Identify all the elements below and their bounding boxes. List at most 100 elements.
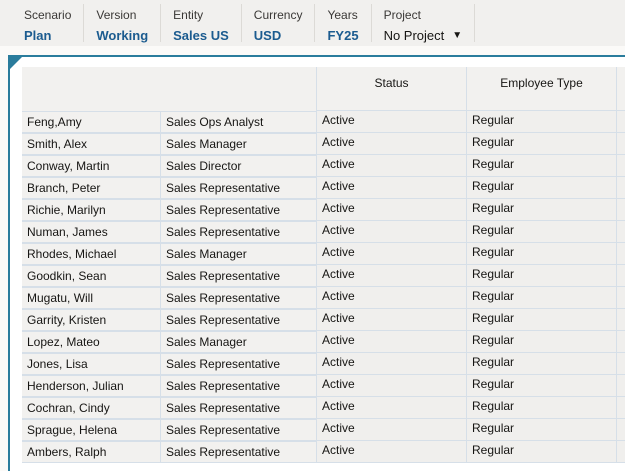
next-cell <box>616 419 625 441</box>
table-row: Branch, Peter Sales Representative Active R… <box>22 177 625 199</box>
pov-label: Currency <box>253 8 303 22</box>
job-title[interactable]: Sales Representative <box>160 177 316 199</box>
job-title[interactable]: Sales Representative <box>160 353 316 375</box>
pov-scenario[interactable]: Scenario Plan <box>12 4 85 43</box>
employee-name[interactable]: Cochran, Cindy <box>22 397 160 419</box>
pov-version[interactable]: Version Working <box>84 4 162 43</box>
job-title[interactable]: Sales Representative <box>160 419 316 441</box>
column-header-status[interactable]: Status <box>316 67 466 111</box>
employee-type-cell[interactable]: Regular <box>466 243 616 265</box>
job-title[interactable]: Sales Manager <box>160 331 316 353</box>
job-title[interactable]: Sales Director <box>160 155 316 177</box>
job-title[interactable]: Sales Manager <box>160 243 316 265</box>
job-title[interactable]: Sales Representative <box>160 397 316 419</box>
status-cell[interactable]: Active <box>316 331 466 353</box>
next-cell <box>616 199 625 221</box>
employee-name[interactable]: Branch, Peter <box>22 177 160 199</box>
table-row: Feng,Amy Sales Ops Analyst Active Regular <box>22 111 625 133</box>
status-cell[interactable]: Active <box>316 419 466 441</box>
employee-name[interactable]: Sprague, Helena <box>22 419 160 441</box>
pov-value[interactable]: Sales US <box>173 28 229 43</box>
job-title[interactable]: Sales Representative <box>160 375 316 397</box>
next-cell <box>616 265 625 287</box>
table-row: Smith, Alex Sales Manager Active Regular <box>22 133 625 155</box>
employee-type-cell[interactable]: Regular <box>466 133 616 155</box>
caret-down-icon[interactable]: ▼ <box>452 30 463 41</box>
employee-type-cell[interactable]: Regular <box>466 287 616 309</box>
pov-value[interactable]: USD <box>253 28 282 43</box>
employee-name[interactable]: Rhodes, Michael <box>22 243 160 265</box>
pov-label: Entity <box>173 8 204 22</box>
job-title[interactable]: Sales Representative <box>160 221 316 243</box>
employee-type-cell[interactable]: Regular <box>466 375 616 397</box>
status-cell[interactable]: Active <box>316 375 466 397</box>
job-title[interactable]: Sales Representative <box>160 265 316 287</box>
project-dropdown[interactable]: No Project ▼ <box>384 28 463 43</box>
pov-bar: Scenario Plan Version Working Entity Sales US… <box>0 0 625 46</box>
employee-type-cell[interactable]: Regular <box>466 419 616 441</box>
employee-type-cell[interactable]: Regular <box>466 265 616 287</box>
table-row: Rhodes, Michael Sales Manager Active Regula… <box>22 243 625 265</box>
employee-type-cell[interactable]: Regular <box>466 221 616 243</box>
employee-name[interactable]: Lopez, Mateo <box>22 331 160 353</box>
employee-type-cell[interactable]: Regular <box>466 309 616 331</box>
next-cell <box>616 397 625 419</box>
employee-name[interactable]: Richie, Marilyn <box>22 199 160 221</box>
status-cell[interactable]: Active <box>316 287 466 309</box>
job-title[interactable]: Sales Manager <box>160 133 316 155</box>
status-cell[interactable]: Active <box>316 133 466 155</box>
status-cell[interactable]: Active <box>316 265 466 287</box>
job-title[interactable]: Sales Representative <box>160 441 316 463</box>
employee-type-cell[interactable]: Regular <box>466 177 616 199</box>
pov-currency[interactable]: Currency USD <box>242 4 316 43</box>
pov-project[interactable]: Project No Project ▼ <box>372 4 476 43</box>
data-grid: Status Employee Type Feng,Amy Sales Ops A… <box>22 67 625 463</box>
column-header-employee-type[interactable]: Employee Type <box>466 67 616 111</box>
status-cell[interactable]: Active <box>316 397 466 419</box>
employee-type-cell[interactable]: Regular <box>466 353 616 375</box>
employee-name[interactable]: Numan, James <box>22 221 160 243</box>
next-cell <box>616 133 625 155</box>
pov-label: Version <box>96 8 137 22</box>
employee-name[interactable]: Henderson, Julian <box>22 375 160 397</box>
employee-type-cell[interactable]: Regular <box>466 441 616 463</box>
pov-value[interactable]: FY25 <box>327 28 359 43</box>
employee-name[interactable]: Conway, Martin <box>22 155 160 177</box>
next-cell <box>616 287 625 309</box>
employee-name[interactable]: Ambers, Ralph <box>22 441 160 463</box>
employee-type-cell[interactable]: Regular <box>466 199 616 221</box>
employee-name[interactable]: Smith, Alex <box>22 133 160 155</box>
pov-label: Project <box>383 8 421 22</box>
status-cell[interactable]: Active <box>316 221 466 243</box>
employee-name[interactable]: Mugatu, Will <box>22 287 160 309</box>
table-row: Lopez, Mateo Sales Manager Active Regular <box>22 331 625 353</box>
status-cell[interactable]: Active <box>316 309 466 331</box>
employee-name[interactable]: Feng,Amy <box>22 111 160 133</box>
pov-years[interactable]: Years FY25 <box>315 4 372 43</box>
status-cell[interactable]: Active <box>316 177 466 199</box>
next-cell <box>616 155 625 177</box>
job-title[interactable]: Sales Representative <box>160 287 316 309</box>
status-cell[interactable]: Active <box>316 441 466 463</box>
job-title[interactable]: Sales Representative <box>160 199 316 221</box>
employee-name[interactable]: Garrity, Kristen <box>22 309 160 331</box>
job-title[interactable]: Sales Ops Analyst <box>160 111 316 133</box>
status-cell[interactable]: Active <box>316 199 466 221</box>
pov-entity[interactable]: Entity Sales US <box>161 4 242 43</box>
pov-value[interactable]: Working <box>96 28 149 43</box>
employee-name[interactable]: Goodkin, Sean <box>22 265 160 287</box>
employee-type-cell[interactable]: Regular <box>466 331 616 353</box>
pov-value[interactable]: Plan <box>24 28 52 43</box>
job-title[interactable]: Sales Representative <box>160 309 316 331</box>
pov-label: Scenario <box>24 8 72 22</box>
employee-name[interactable]: Jones, Lisa <box>22 353 160 375</box>
corner-marker <box>10 57 22 69</box>
next-cell <box>616 243 625 265</box>
status-cell[interactable]: Active <box>316 243 466 265</box>
status-cell[interactable]: Active <box>316 353 466 375</box>
employee-type-cell[interactable]: Regular <box>466 397 616 419</box>
employee-type-cell[interactable]: Regular <box>466 155 616 177</box>
status-cell[interactable]: Active <box>316 155 466 177</box>
employee-type-cell[interactable]: Regular <box>466 111 616 133</box>
status-cell[interactable]: Active <box>316 111 466 133</box>
